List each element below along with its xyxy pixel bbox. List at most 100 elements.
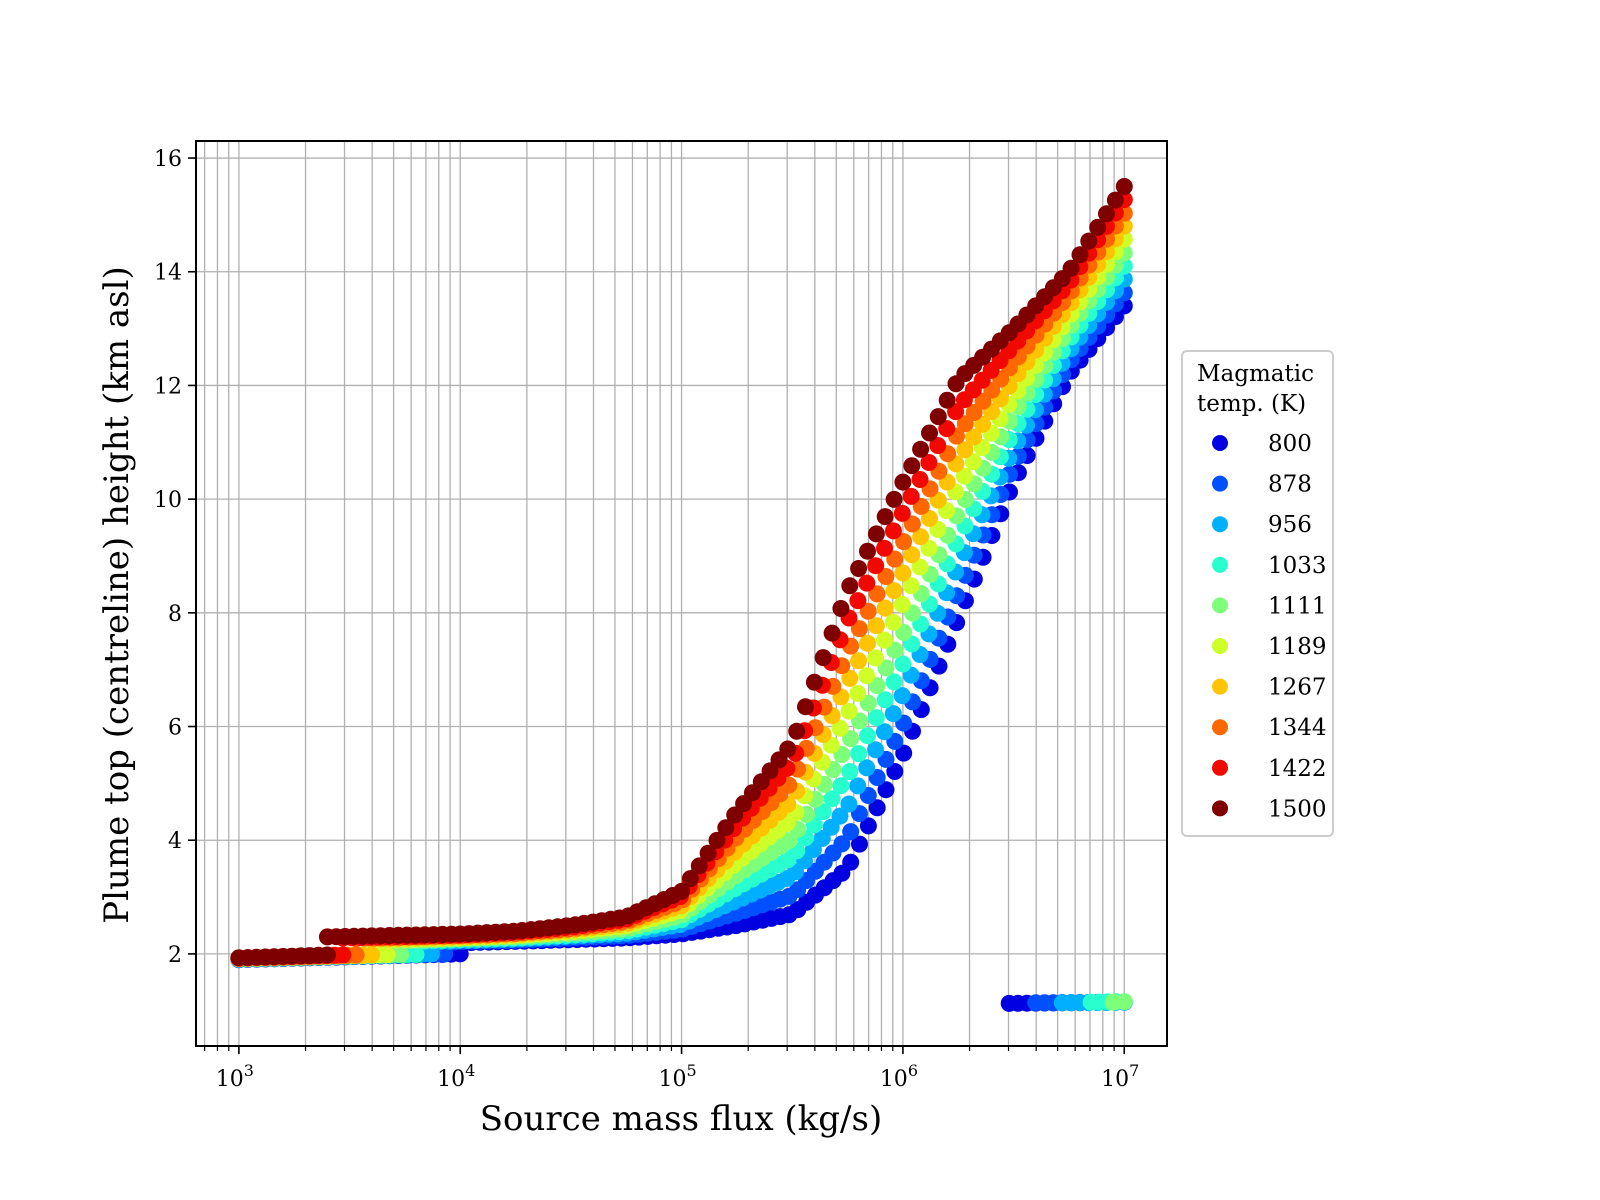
data-point: [378, 946, 396, 963]
data-point: [911, 558, 929, 576]
data-point: [850, 560, 868, 577]
data-point: [894, 655, 912, 673]
data-point: [884, 613, 902, 631]
data-point: [788, 722, 806, 740]
legend-label: 1189: [1268, 634, 1327, 660]
data-point: [841, 577, 859, 595]
data-point: [893, 596, 911, 613]
data-point: [717, 819, 735, 837]
data-point: [894, 473, 912, 491]
data-point: [858, 574, 876, 592]
y-axis-label: Plume top (centreline) height (km asl): [97, 266, 137, 924]
data-point: [347, 946, 365, 964]
data-point: [832, 777, 850, 795]
legend-label: 1267: [1268, 675, 1327, 701]
data-point: [911, 471, 929, 488]
data-point: [868, 585, 886, 603]
legend-item: 1344: [1212, 715, 1327, 741]
data-point: [833, 835, 851, 853]
data-point: [885, 490, 903, 508]
data-point: [884, 522, 902, 540]
data-point: [1106, 191, 1124, 209]
data-point: [876, 508, 894, 526]
data-point: [964, 453, 982, 471]
x-tick-label: 107: [1101, 1061, 1139, 1092]
legend-item: 1422: [1212, 756, 1327, 782]
legend-item: 1500: [1212, 796, 1327, 822]
data-point: [831, 807, 849, 825]
data-point: [885, 582, 903, 600]
data-point: [867, 557, 885, 575]
data-point: [867, 709, 885, 727]
data-point: [831, 719, 849, 737]
y-tick-label: 10: [154, 488, 182, 513]
data-point: [814, 803, 832, 821]
data-point: [875, 723, 893, 741]
data-point: [814, 649, 832, 667]
data-point: [859, 602, 877, 620]
data-point: [407, 946, 425, 963]
data-point: [895, 744, 913, 762]
legend-marker: [1212, 759, 1228, 776]
legend-item: 878: [1212, 472, 1312, 498]
data-point: [974, 415, 992, 433]
legend-title-line1: Magmatic: [1197, 361, 1314, 387]
legend-label: 1500: [1268, 796, 1327, 822]
legend-item: 1033: [1212, 553, 1327, 579]
data-point: [779, 740, 797, 758]
legend-label: 800: [1268, 431, 1312, 457]
data-point: [690, 857, 708, 875]
data-point: [867, 649, 885, 667]
x-axis-label: Source mass flux (kg/s): [480, 1099, 882, 1139]
legend-label: 1111: [1268, 593, 1327, 619]
data-point: [920, 454, 938, 471]
data-point: [849, 592, 867, 610]
legend-marker: [1212, 435, 1228, 451]
legend-marker: [1212, 800, 1228, 817]
data-point: [929, 437, 947, 454]
legend-item: 1189: [1212, 634, 1327, 660]
data-point: [392, 946, 409, 963]
legend-box: [1181, 350, 1334, 837]
data-point: [850, 652, 868, 670]
data-point: [886, 763, 904, 780]
data-point: [842, 730, 860, 748]
data-point: [929, 408, 947, 426]
data-point: [840, 795, 858, 813]
data-point: [867, 741, 885, 759]
y-tick-label: 4: [168, 829, 182, 854]
legend-item: 956: [1212, 512, 1312, 538]
data-point: [780, 832, 798, 850]
data-point: [884, 705, 902, 723]
legend-marker: [1212, 516, 1228, 533]
data-point: [912, 528, 930, 546]
data-point: [859, 634, 876, 652]
data-point: [850, 620, 868, 638]
data-point: [708, 831, 726, 849]
data-point: [912, 440, 930, 458]
legend-label: 956: [1268, 512, 1312, 538]
legend: Magmatic temp. (K) 800 878 956 1033 1111 1189…: [1181, 350, 1334, 837]
legend-marker: [1212, 719, 1228, 736]
data-point: [903, 546, 921, 564]
data-point: [921, 510, 938, 527]
y-tick-label: 6: [168, 716, 182, 741]
data-point: [858, 759, 876, 777]
legend-marker: [1212, 638, 1228, 654]
data-point: [903, 515, 921, 533]
data-point: [1080, 232, 1098, 250]
series-1500: [230, 178, 1133, 967]
data-point: [902, 577, 920, 595]
legend-item: 800: [1212, 431, 1312, 457]
x-tick-label: 103: [216, 1061, 254, 1092]
axis-ticks: 103 104 105 106 107 2 4 6 8 10 12 14 16: [154, 147, 1139, 1092]
data-point: [1089, 218, 1107, 236]
data-point: [876, 599, 894, 617]
data-point: [938, 391, 956, 409]
data-point: [832, 600, 850, 617]
data-point: [858, 667, 876, 685]
data-point: [877, 568, 895, 585]
data-point: [1115, 178, 1133, 195]
